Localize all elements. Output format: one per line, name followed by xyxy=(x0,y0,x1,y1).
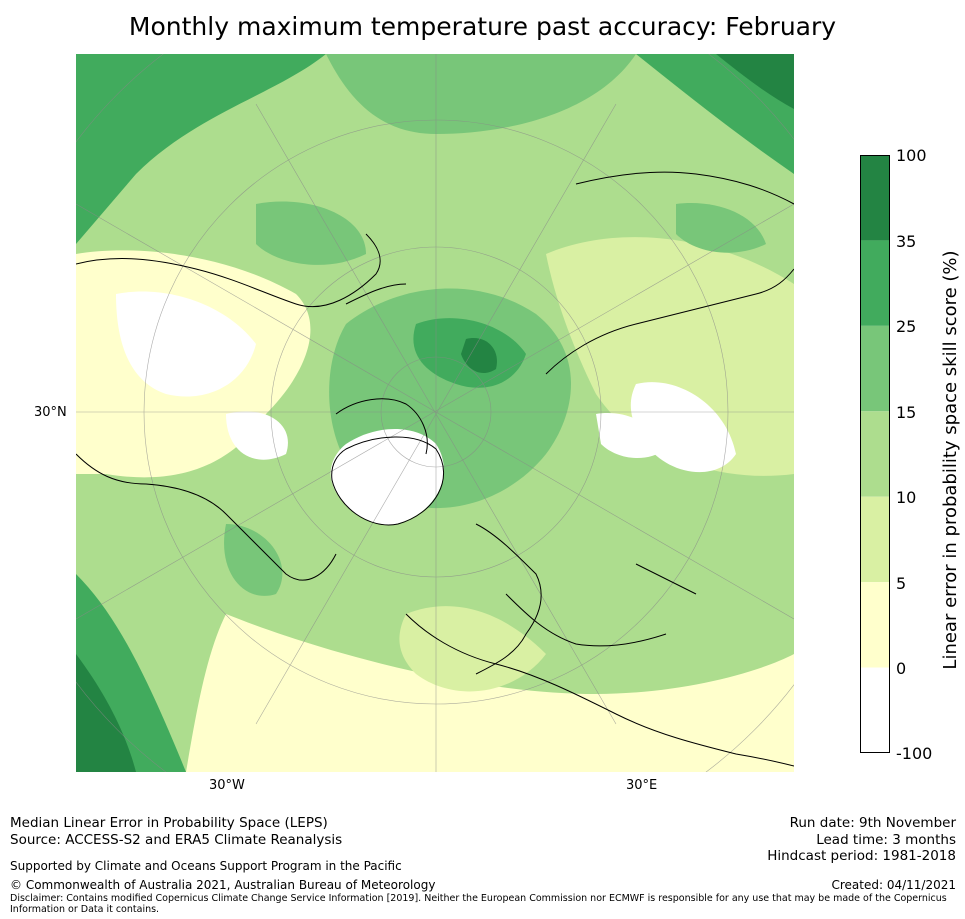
region-greenland xyxy=(330,429,444,525)
colorbar-bin xyxy=(860,155,890,241)
colorbar-tick: 35 xyxy=(896,232,917,251)
footer-source: Source: ACCESS-S2 and ERA5 Climate Reana… xyxy=(10,832,343,848)
region-arctic-dark xyxy=(461,338,497,374)
footer-method: Median Linear Error in Probability Space… xyxy=(10,815,328,831)
lat-label-30n: 30°N xyxy=(34,405,67,420)
colorbar-tick: 5 xyxy=(896,574,907,593)
region-pale-south xyxy=(186,614,794,772)
graticule xyxy=(76,54,794,772)
footer-disclaimer-1: Disclaimer: Contains modified Copernicus… xyxy=(10,893,947,904)
colorbar-tick: 15 xyxy=(896,403,917,422)
footer-lead-time: Lead time: 3 months xyxy=(816,832,956,848)
footer-disclaimer-2: Information or Data it contains. xyxy=(10,904,160,915)
footer-copyright: © Commonwealth of Australia 2021, Austra… xyxy=(10,878,436,892)
coastlines xyxy=(76,171,794,767)
region-green-siberia xyxy=(676,203,766,253)
colorbar-label: Linear error in probability space skill … xyxy=(940,250,961,670)
region-white-na xyxy=(116,291,256,397)
footer-run-date: Run date: 9th November xyxy=(789,815,956,831)
skill-score-map xyxy=(76,54,794,772)
lon-label-30w: 30°W xyxy=(209,778,245,793)
colorbar-tick: 0 xyxy=(896,659,907,678)
region-darkest-ne xyxy=(716,54,794,109)
footer-hindcast: Hindcast period: 1981-2018 xyxy=(767,848,956,864)
colorbar-bin xyxy=(860,667,890,753)
colorbar-tick: 100 xyxy=(896,146,927,165)
region-dark-nw xyxy=(76,54,326,244)
colorbar-bin xyxy=(860,240,890,326)
region-white-eu xyxy=(596,413,666,459)
region-darkest-sw xyxy=(76,654,136,772)
region-pale-asia xyxy=(546,237,794,476)
region-dark-ne xyxy=(636,54,794,174)
colorbar-tick: 25 xyxy=(896,317,917,336)
footer-created: Created: 04/11/2021 xyxy=(831,878,956,892)
region-green-pacific xyxy=(256,201,366,265)
footer-support: Supported by Climate and Oceans Support … xyxy=(10,859,402,873)
colorbar-bin xyxy=(860,325,890,412)
map-title: Monthly maximum temperature past accurac… xyxy=(128,12,837,41)
lon-label-30e: 30°E xyxy=(626,778,658,793)
colorbar xyxy=(860,155,890,753)
region-green-atl xyxy=(224,524,283,596)
colorbar-bin xyxy=(860,582,890,668)
colorbar-tick: -100 xyxy=(896,744,933,763)
region-green-n xyxy=(326,54,636,134)
colorbar-bin xyxy=(860,496,890,583)
colorbar-bin xyxy=(860,411,890,497)
colorbar-tick: 10 xyxy=(896,488,917,507)
region-white-nw xyxy=(226,411,288,460)
colorbar-border xyxy=(860,155,890,753)
